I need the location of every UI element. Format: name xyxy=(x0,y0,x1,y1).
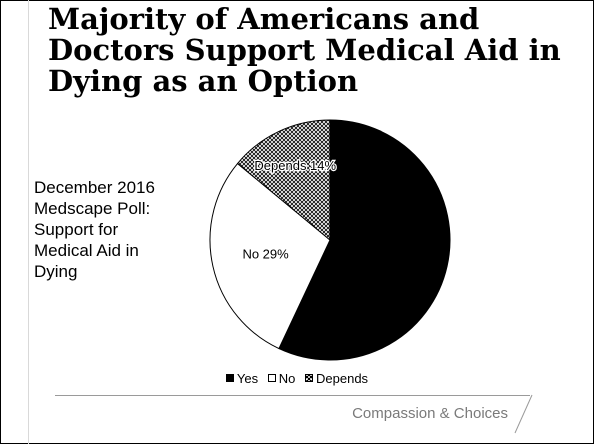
pie-label-no: No 29% xyxy=(242,246,289,261)
slide-title: Majority of Americans and Doctors Suppor… xyxy=(48,2,561,98)
legend-label-no: No xyxy=(278,370,296,386)
legend-item-depends: Depends xyxy=(305,371,368,386)
footer-divider xyxy=(55,395,530,396)
legend-label-yes: Yes xyxy=(236,370,259,386)
pie-label-depends: Depends 14% xyxy=(254,158,336,173)
chart-caption: December 2016 Medscape Poll: Support for… xyxy=(34,178,155,281)
slide-left-rule xyxy=(28,0,29,444)
footer-brand: Compassion & Choices xyxy=(352,405,508,422)
legend-swatch-depends xyxy=(305,374,314,382)
legend-swatch-yes xyxy=(225,374,234,382)
pie-slice-yes xyxy=(278,119,451,361)
pie-slice-depends xyxy=(236,119,331,242)
legend-item-yes: Yes xyxy=(225,370,259,386)
legend-swatch-no xyxy=(267,374,276,382)
pie-slice-no xyxy=(209,162,331,350)
legend-label-depends: Depends xyxy=(316,370,369,386)
legend-item-no: No xyxy=(267,370,296,386)
chart-legend: Yes No Depends xyxy=(0,370,594,386)
